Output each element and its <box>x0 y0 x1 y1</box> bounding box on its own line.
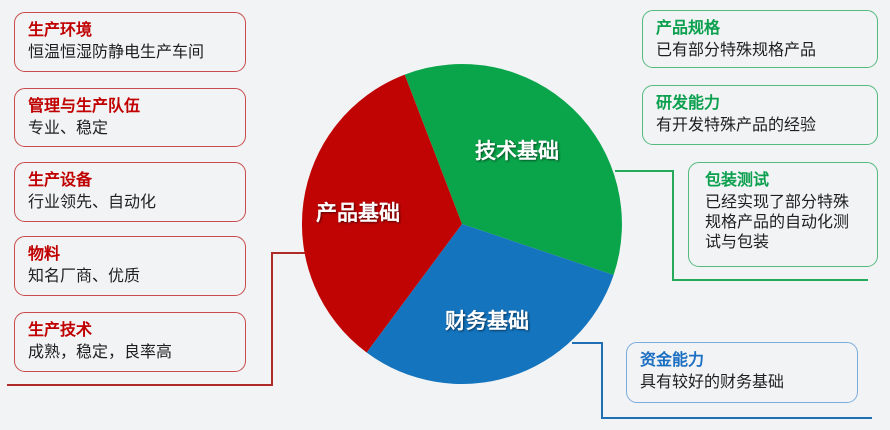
note-desc: 已有部分特殊规格产品 <box>656 40 817 59</box>
note-desc: 行业领先、自动化 <box>28 192 157 211</box>
note-title: 物料 <box>28 244 61 263</box>
note-desc: 知名厂商、优质 <box>28 266 141 285</box>
note-desc: 成熟，稳定，良率高 <box>28 342 173 361</box>
note-funding-capability: 资金能力 具有较好的财务基础 <box>626 342 858 403</box>
note-production-environment: 生产环境 恒温恒湿防静电生产车间 <box>14 12 246 72</box>
note-production-equipment: 生产设备 行业领先、自动化 <box>14 162 246 222</box>
note-materials: 物料 知名厂商、优质 <box>14 236 246 296</box>
note-title: 研发能力 <box>656 93 721 112</box>
pie-chart-svg <box>301 64 622 385</box>
note-management-team: 管理与生产队伍 专业、稳定 <box>14 88 246 147</box>
note-production-technology: 生产技术 成熟，稳定，良率高 <box>14 312 246 372</box>
note-product-specs: 产品规格 已有部分特殊规格产品 <box>642 10 878 68</box>
note-title: 产品规格 <box>656 18 721 37</box>
pie-slice-tech-foundation <box>404 64 622 275</box>
note-title: 管理与生产队伍 <box>28 96 141 115</box>
pie-label-tech: 技术基础 <box>475 139 559 163</box>
note-title: 生产技术 <box>28 320 93 339</box>
pie-slice-product-foundation <box>301 74 462 353</box>
note-rd-capability: 研发能力 有开发特殊产品的经验 <box>642 85 878 145</box>
note-desc: 具有较好的财务基础 <box>640 372 785 391</box>
note-title: 资金能力 <box>640 350 705 369</box>
pie-slice-finance-foundation <box>366 224 614 385</box>
note-title: 生产环境 <box>28 20 93 39</box>
pie-chart: 技术基础 财务基础 产品基础 <box>301 63 623 385</box>
note-desc: 有开发特殊产品的经验 <box>656 115 817 134</box>
pie-label-finance: 财务基础 <box>445 309 529 333</box>
note-title: 生产设备 <box>28 170 93 189</box>
note-desc: 恒温恒湿防静电生产车间 <box>28 42 205 61</box>
note-desc: 专业、稳定 <box>28 118 109 137</box>
note-title: 包装测试 <box>705 170 770 189</box>
note-packaging-testing: 包装测试 已经实现了部分特殊规格产品的自动化测试与包装 <box>688 162 878 267</box>
note-desc: 已经实现了部分特殊规格产品的自动化测试与包装 <box>705 192 850 251</box>
pie-label-product: 产品基础 <box>316 201 400 225</box>
